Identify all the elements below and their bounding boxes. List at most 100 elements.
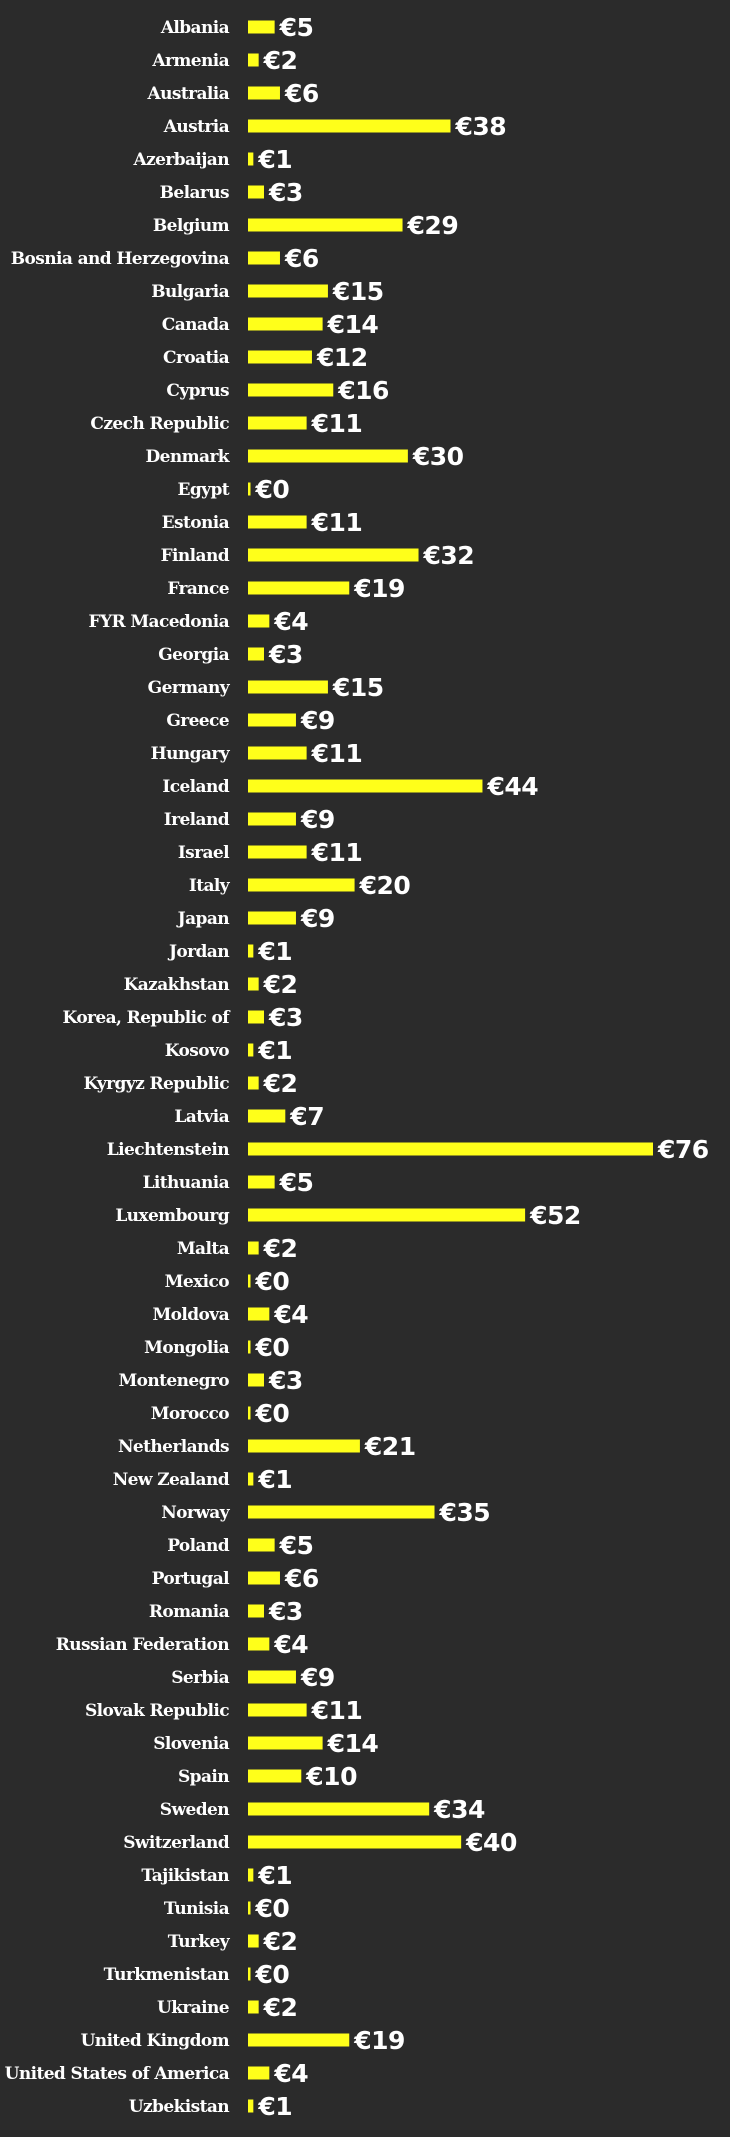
country-label: Uzbekistan — [129, 2097, 229, 2117]
value-label: €4 — [273, 1630, 308, 1659]
bar — [248, 2000, 259, 2014]
value-label: €5 — [279, 1531, 314, 1560]
country-label: Malta — [177, 1239, 230, 1259]
value-label: €1 — [257, 2092, 292, 2121]
country-label: Mongolia — [144, 1338, 229, 1358]
bar — [248, 977, 259, 991]
country-label: New Zealand — [113, 1470, 230, 1490]
country-label: FYR Macedonia — [88, 612, 229, 632]
country-label: Austria — [163, 117, 230, 137]
country-label: Armenia — [151, 51, 229, 71]
bar — [248, 812, 296, 826]
value-label: €0 — [255, 1267, 290, 1296]
country-label: Kosovo — [165, 1041, 230, 1061]
country-label: Japan — [176, 909, 230, 929]
value-label: €9 — [300, 904, 335, 933]
bar — [248, 2099, 254, 2113]
country-label: Czech Republic — [90, 414, 229, 434]
value-label: €10 — [305, 1762, 357, 1791]
value-label: €6 — [284, 244, 319, 273]
bar — [248, 416, 307, 430]
country-label: United Kingdom — [81, 2031, 230, 2051]
bar — [248, 1835, 462, 1849]
country-label: Ukraine — [157, 1998, 230, 2018]
value-label: €4 — [273, 2059, 308, 2088]
country-label: Greece — [166, 711, 229, 731]
value-label: €21 — [364, 1432, 416, 1461]
bar — [248, 1076, 259, 1090]
value-label: €2 — [263, 1234, 298, 1263]
bar — [248, 218, 403, 232]
value-label: €4 — [273, 607, 308, 636]
bar — [248, 878, 355, 892]
bar — [248, 185, 264, 199]
bar — [248, 1472, 254, 1486]
value-label: €1 — [257, 937, 292, 966]
country-label: Korea, Republic of — [63, 1008, 232, 1028]
value-label: €9 — [300, 706, 335, 735]
value-label: €6 — [284, 1564, 319, 1593]
country-label: Belgium — [153, 216, 230, 236]
country-label: Latvia — [174, 1107, 229, 1127]
value-label: €19 — [353, 2026, 405, 2055]
value-label: €4 — [273, 1300, 308, 1329]
bar — [248, 614, 270, 628]
country-label: Canada — [162, 315, 230, 335]
country-label: Azerbaijan — [132, 150, 229, 170]
country-label: Cyprus — [166, 381, 229, 401]
bar — [248, 1934, 259, 1948]
value-label: €34 — [433, 1795, 485, 1824]
value-label: €11 — [311, 838, 363, 867]
bar — [248, 1142, 653, 1156]
bar — [248, 317, 323, 331]
bar — [248, 1406, 251, 1420]
bar — [248, 482, 251, 496]
country-label: Italy — [189, 876, 231, 896]
bar — [248, 1703, 307, 1717]
country-label: Turkey — [168, 1932, 231, 1952]
country-label: Mexico — [165, 1272, 230, 1292]
bar — [248, 713, 296, 727]
value-label: €6 — [284, 79, 319, 108]
bar — [248, 680, 328, 694]
country-label: Russian Federation — [56, 1635, 229, 1655]
value-label: €2 — [263, 46, 298, 75]
bar — [248, 152, 254, 166]
bar — [248, 779, 483, 793]
value-label: €9 — [300, 1663, 335, 1692]
bar — [248, 581, 350, 595]
country-label: Slovenia — [153, 1734, 229, 1754]
country-label: Croatia — [163, 348, 230, 368]
country-label: Jordan — [167, 942, 229, 962]
value-label: €14 — [327, 310, 379, 339]
value-label: €12 — [316, 343, 368, 372]
bar — [248, 383, 334, 397]
value-label: €9 — [300, 805, 335, 834]
value-label: €2 — [263, 1069, 298, 1098]
chart-rows: Albania €5 Armenia €2 Australia €6 Austria €38 A… — [5, 13, 710, 2121]
bar — [248, 1010, 264, 1024]
country-label: Estonia — [162, 513, 230, 533]
country-label: Lithuania — [143, 1173, 230, 1193]
bar — [248, 1604, 264, 1618]
value-label: €2 — [263, 970, 298, 999]
value-label: €1 — [257, 145, 292, 174]
country-label: Portugal — [152, 1569, 231, 1589]
bar — [248, 1736, 323, 1750]
country-label: Poland — [167, 1536, 229, 1556]
bar — [248, 2066, 270, 2080]
bar — [248, 1373, 264, 1387]
country-label: Germany — [148, 678, 231, 698]
country-label: Iceland — [162, 777, 229, 797]
value-label: €2 — [263, 1993, 298, 2022]
country-label: Slovak Republic — [85, 1701, 229, 1721]
country-label: Moldova — [152, 1305, 229, 1325]
country-label: Switzerland — [123, 1833, 229, 1853]
country-label: Australia — [147, 84, 230, 104]
value-label: €11 — [311, 739, 363, 768]
value-label: €0 — [255, 1894, 290, 1923]
value-label: €11 — [311, 508, 363, 537]
value-label: €0 — [255, 1960, 290, 1989]
value-label: €40 — [465, 1828, 517, 1857]
